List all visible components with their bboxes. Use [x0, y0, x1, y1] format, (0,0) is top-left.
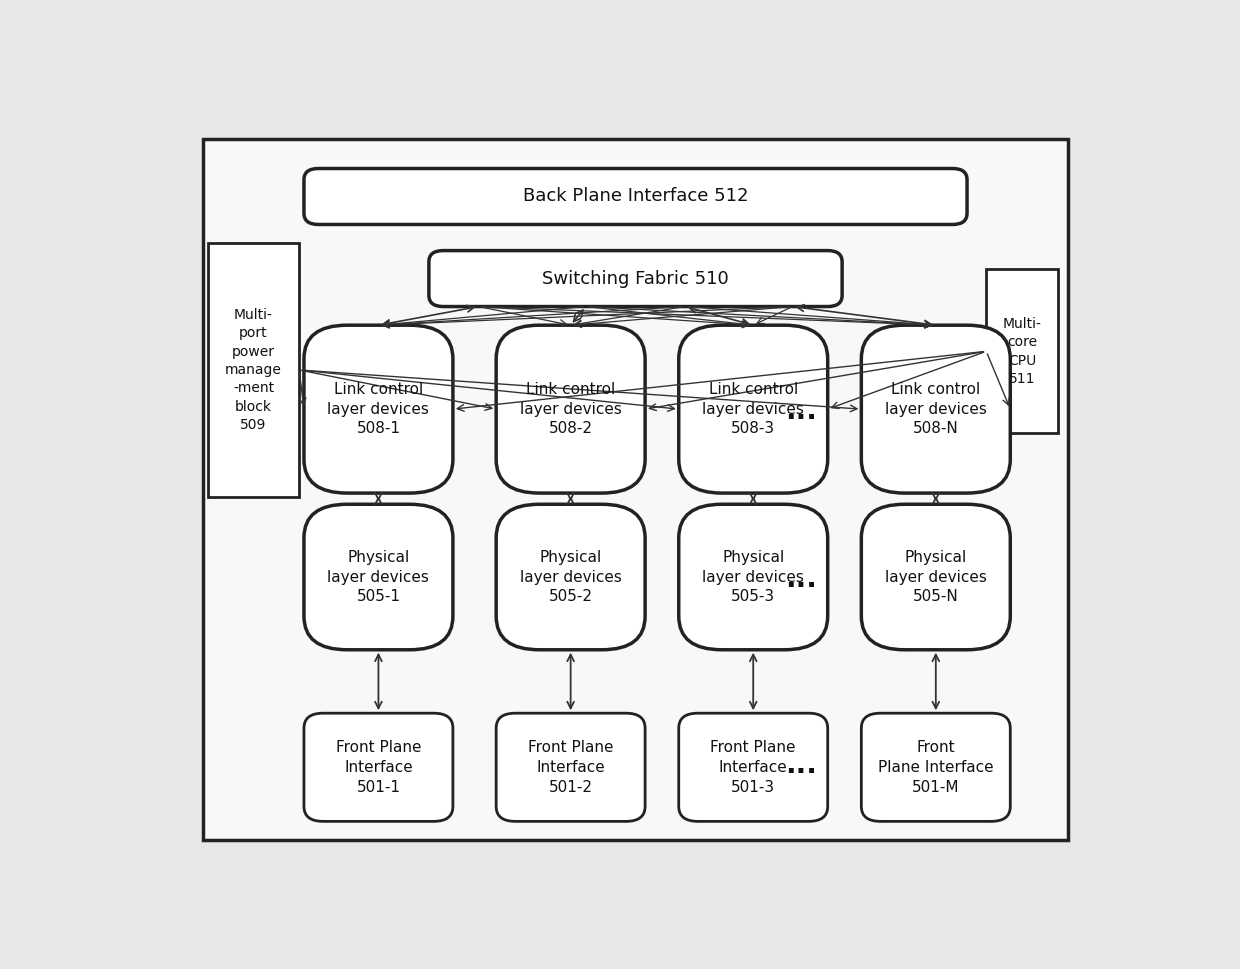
Text: Physical
layer devices
505-2: Physical layer devices 505-2	[520, 549, 621, 605]
FancyBboxPatch shape	[496, 504, 645, 650]
Text: Switching Fabric 510: Switching Fabric 510	[542, 269, 729, 288]
FancyBboxPatch shape	[308, 716, 456, 825]
FancyBboxPatch shape	[208, 243, 299, 497]
Text: Physical
layer devices
505-1: Physical layer devices 505-1	[327, 549, 429, 605]
FancyBboxPatch shape	[678, 713, 828, 822]
FancyBboxPatch shape	[500, 716, 649, 825]
FancyBboxPatch shape	[678, 326, 828, 493]
FancyBboxPatch shape	[304, 326, 453, 493]
FancyBboxPatch shape	[682, 716, 832, 825]
FancyBboxPatch shape	[862, 713, 1011, 822]
FancyBboxPatch shape	[203, 139, 1068, 840]
FancyBboxPatch shape	[986, 269, 1058, 433]
FancyBboxPatch shape	[304, 713, 453, 822]
Text: Front Plane
Interface
501-2: Front Plane Interface 501-2	[528, 740, 614, 795]
Text: Back Plane Interface 512: Back Plane Interface 512	[523, 187, 748, 205]
Text: Front
Plane Interface
501-M: Front Plane Interface 501-M	[878, 740, 993, 795]
Text: Front Plane
Interface
501-3: Front Plane Interface 501-3	[711, 740, 796, 795]
FancyBboxPatch shape	[862, 326, 1011, 493]
Text: Link control
layer devices
508-N: Link control layer devices 508-N	[885, 382, 987, 436]
Text: ...: ...	[785, 397, 817, 425]
Text: Multi-
port
power
manage
-ment
block
509: Multi- port power manage -ment block 509	[226, 308, 281, 432]
FancyBboxPatch shape	[304, 169, 967, 225]
FancyBboxPatch shape	[496, 326, 645, 493]
Text: ...: ...	[785, 565, 817, 593]
Text: Link control
layer devices
508-1: Link control layer devices 508-1	[327, 382, 429, 436]
FancyBboxPatch shape	[304, 504, 453, 650]
Text: Front Plane
Interface
501-1: Front Plane Interface 501-1	[336, 740, 422, 795]
Text: Physical
layer devices
505-3: Physical layer devices 505-3	[702, 549, 805, 605]
FancyBboxPatch shape	[678, 504, 828, 650]
Text: Link control
layer devices
508-3: Link control layer devices 508-3	[702, 382, 805, 436]
FancyBboxPatch shape	[496, 713, 645, 822]
Text: Multi-
core
CPU
511: Multi- core CPU 511	[1003, 317, 1042, 386]
FancyBboxPatch shape	[429, 251, 842, 306]
Text: Link control
layer devices
508-2: Link control layer devices 508-2	[520, 382, 621, 436]
Text: Physical
layer devices
505-N: Physical layer devices 505-N	[885, 549, 987, 605]
FancyBboxPatch shape	[862, 504, 1011, 650]
FancyBboxPatch shape	[866, 716, 1014, 825]
Text: ...: ...	[785, 751, 817, 779]
